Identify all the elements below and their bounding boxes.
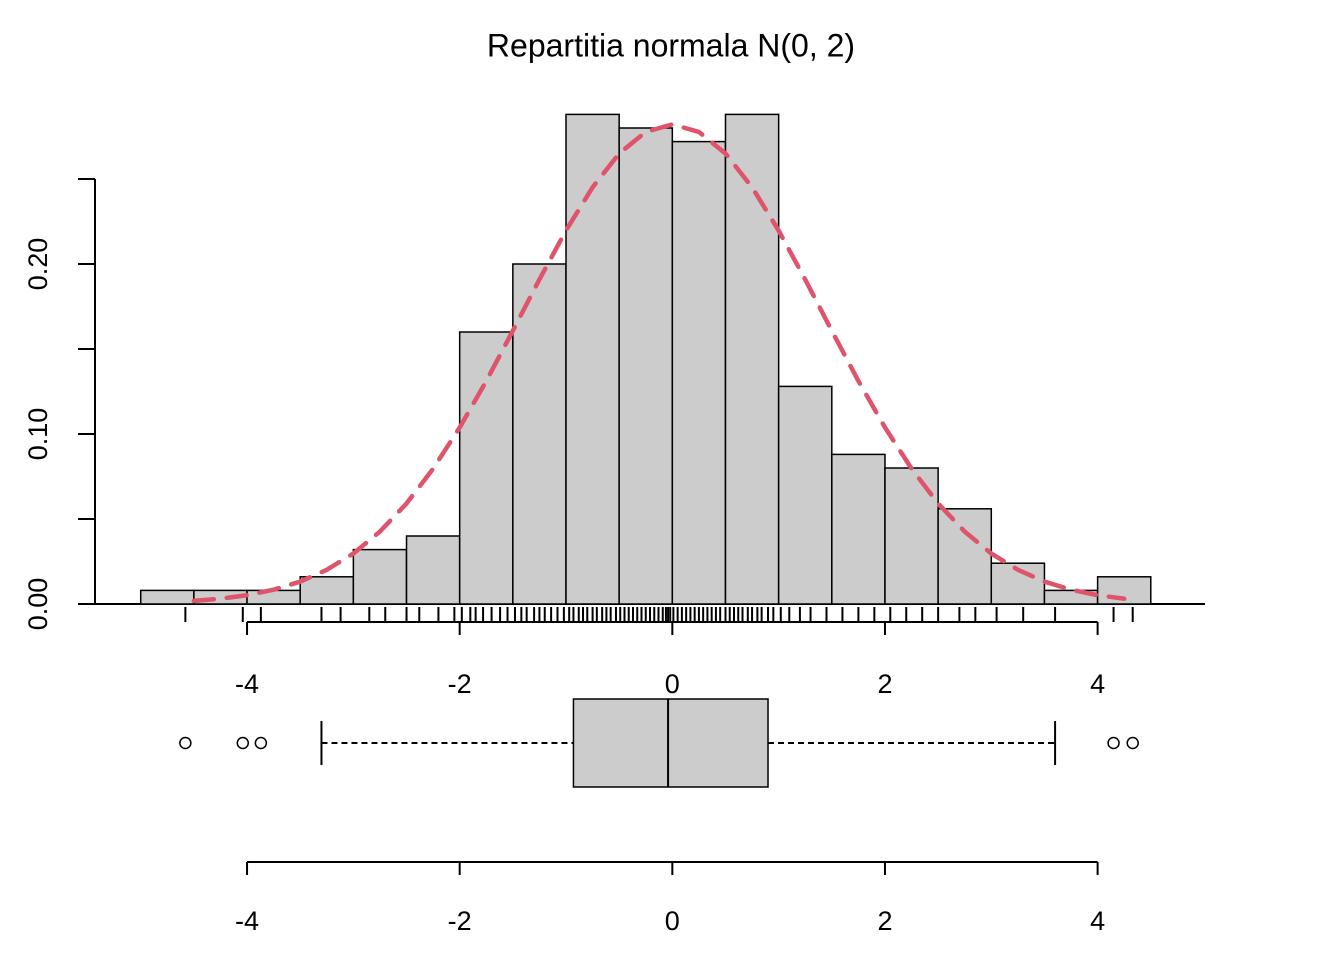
x-tick-label: 0 [665,906,680,936]
density-line [191,122,1127,604]
bar [777,385,833,605]
x-tick-label: -2 [448,669,472,699]
bar [512,263,567,605]
bar [618,127,674,605]
bar [937,508,993,605]
outlier [1107,736,1120,750]
y-tick-label: 0.00 [23,578,53,631]
outlier [236,736,250,750]
outlier [179,736,192,750]
outlier [254,736,268,750]
x-tick-label: -4 [235,669,259,699]
y-tick-label: 0.10 [23,408,53,461]
x-tick-label: 2 [877,906,892,936]
bar [884,467,939,605]
x-tick-label: 0 [665,669,680,699]
x-tick-label: -2 [448,906,472,936]
bar [352,548,408,605]
bar [299,576,355,605]
bar [724,113,780,605]
bar [671,140,727,605]
bar [458,331,514,605]
x-tick-label: 2 [877,669,892,699]
bar [246,589,301,605]
x-tick-label: -4 [235,906,259,936]
bar [139,589,195,605]
x-tick-label: 4 [1090,906,1105,936]
chart-title: Repartitia normala N(0, 2) [487,27,855,63]
bar [831,453,886,605]
x-tick-label: 4 [1090,669,1105,699]
y-tick-label: 0.20 [23,238,53,291]
bar [405,535,461,605]
box [572,698,769,788]
outlier [1126,736,1139,750]
bar [565,113,620,605]
